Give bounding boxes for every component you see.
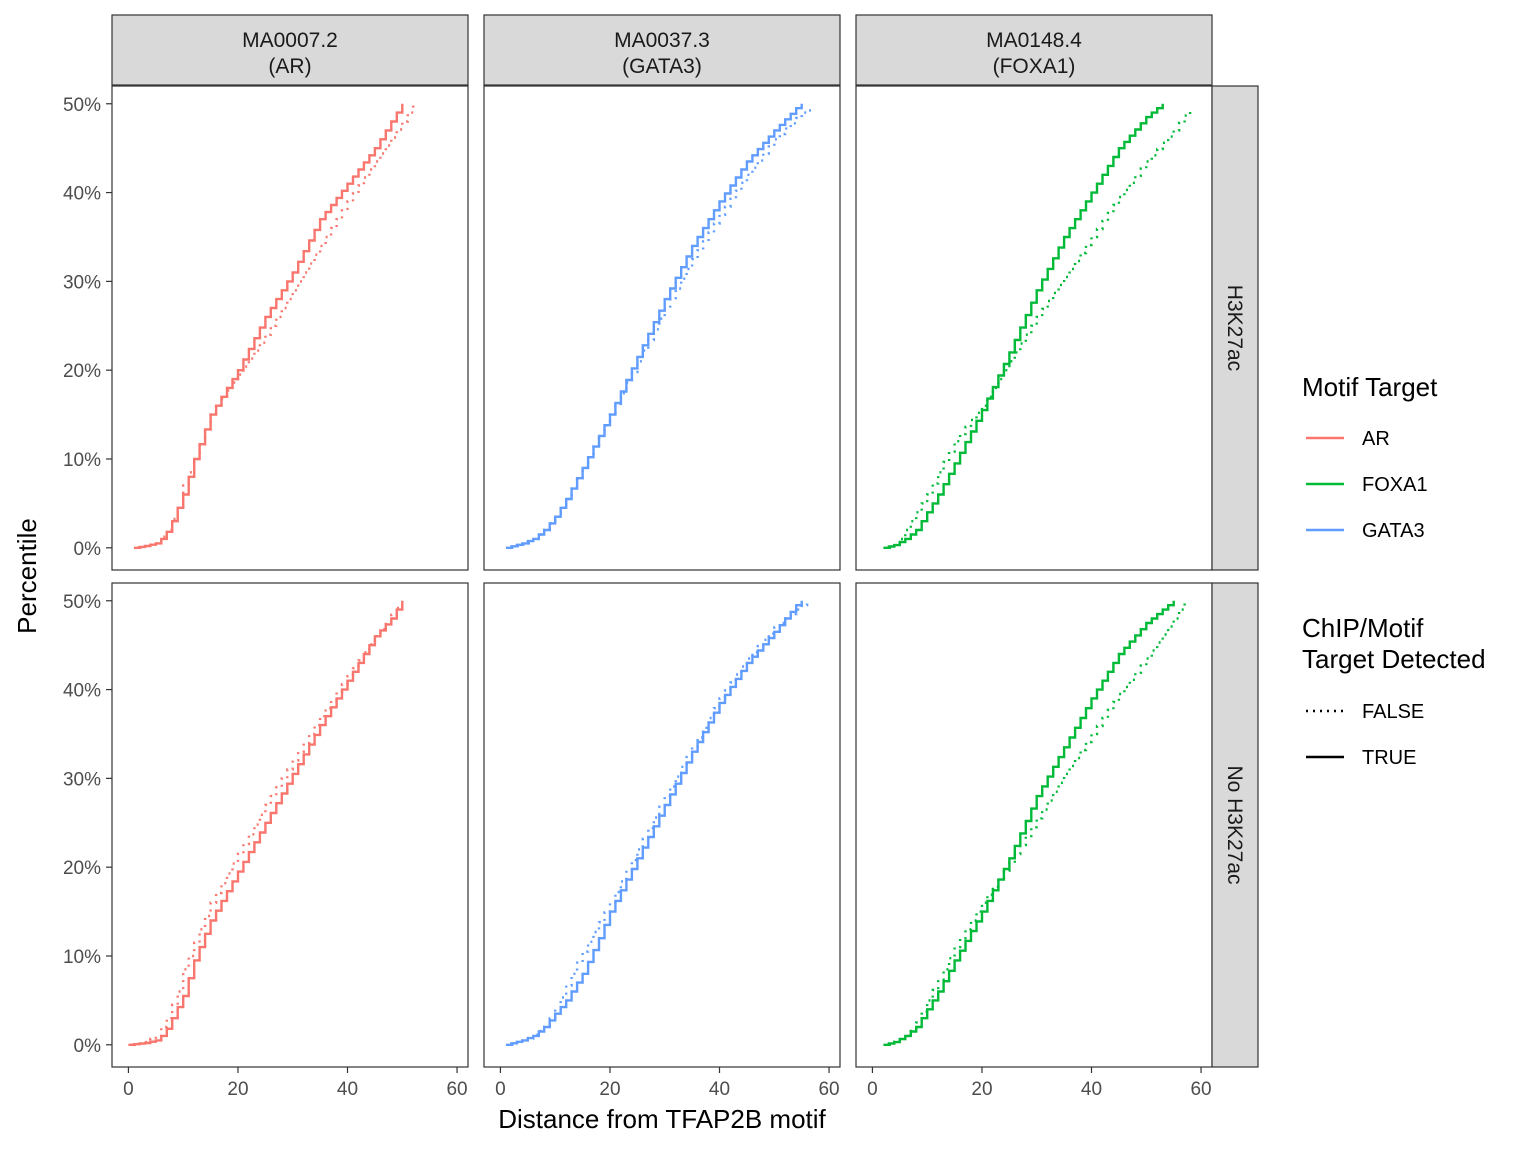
- y-tick-label: 30%: [63, 769, 101, 790]
- panel-border: [111, 85, 469, 571]
- y-tick-label: 10%: [63, 947, 101, 968]
- series-line-foxa1-detected: [883, 600, 1175, 1046]
- series-line-ar-detected: [128, 600, 404, 1046]
- panel-background: [112, 86, 468, 570]
- x-axis-title: Distance from TFAP2B motif: [498, 1104, 826, 1134]
- y-tick-label: 40%: [63, 184, 101, 205]
- y-tick-label: 0%: [74, 1036, 102, 1057]
- series-line-ar-not-detected: [139, 103, 415, 549]
- series-line-foxa1-not-detected: [888, 108, 1192, 549]
- y-tick-label: 0%: [74, 539, 102, 560]
- panel-background: [484, 86, 840, 570]
- legend-title-linetype-line2: Target Detected: [1302, 644, 1486, 674]
- x-tick-label: 40: [337, 1079, 358, 1100]
- column-strip: [111, 14, 469, 86]
- y-tick-label: 40%: [63, 681, 101, 702]
- legend-label-gata3: GATA3: [1362, 520, 1425, 542]
- panel-background: [484, 583, 840, 1067]
- panel-border: [111, 582, 469, 1068]
- legend: Motif Target AR FOXA1 GATA3 ChIP/MotifTarget…: [1302, 372, 1486, 769]
- y-tick-label: 50%: [63, 592, 101, 613]
- column-strip-sublabel: (GATA3): [622, 55, 702, 78]
- x-axis: 0 20 40 60 0 20 40 60 0 20 40 60: [123, 1067, 1212, 1100]
- legend-title-linetype-line1: ChIP/Motif: [1302, 613, 1424, 643]
- x-tick-label: 40: [709, 1079, 730, 1100]
- series-line-gata3-detected: [505, 600, 803, 1046]
- series-line-gata3-detected: [505, 103, 803, 549]
- panel-border: [483, 85, 841, 571]
- legend-label-false: FALSE: [1362, 701, 1424, 723]
- facet-strips: MA0007.2 (AR) MA0037.3 (GATA3) MA0148.4 (FOXA…: [111, 14, 1259, 1068]
- panel-background: [856, 86, 1212, 570]
- x-tick-label: 0: [495, 1079, 506, 1100]
- series-line-ar-not-detected: [133, 600, 404, 1046]
- y-axis-title: Percentile: [12, 518, 42, 634]
- y-tick-label: 50%: [63, 95, 101, 116]
- row-strip-label: No H3K27ac: [1223, 765, 1246, 884]
- series-line-ar-detected: [133, 103, 404, 549]
- y-tick-label: 20%: [63, 361, 101, 382]
- y-tick-label: 30%: [63, 272, 101, 293]
- column-strip-sublabel: (FOXA1): [993, 55, 1076, 78]
- row-strip: [1211, 582, 1259, 1068]
- x-tick-label: 60: [818, 1079, 839, 1100]
- column-strip: [855, 14, 1213, 86]
- row-strip-label: H3K27ac: [1223, 285, 1246, 371]
- panel-background: [112, 583, 468, 1067]
- column-strip-sublabel: (AR): [268, 55, 311, 78]
- panels: [111, 85, 1213, 1068]
- x-tick-label: 0: [867, 1079, 878, 1100]
- legend-title-color: Motif Target: [1302, 372, 1438, 402]
- x-tick-label: 60: [446, 1079, 467, 1100]
- legend-label-foxa1: FOXA1: [1362, 474, 1428, 496]
- row-strip: [1211, 85, 1259, 571]
- x-tick-label: 0: [123, 1079, 134, 1100]
- column-strip-label: MA0148.4: [986, 29, 1082, 52]
- x-tick-label: 40: [1081, 1079, 1102, 1100]
- x-tick-label: 20: [971, 1079, 992, 1100]
- column-strip-label: MA0037.3: [614, 29, 710, 52]
- x-tick-label: 20: [599, 1079, 620, 1100]
- series-line-foxa1-detected: [883, 103, 1164, 549]
- series-line-gata3-not-detected: [511, 108, 814, 549]
- panel-background: [856, 583, 1212, 1067]
- y-tick-label: 10%: [63, 450, 101, 471]
- series-line-gata3-not-detected: [511, 600, 809, 1046]
- panel-border: [483, 582, 841, 1068]
- legend-label-true: TRUE: [1362, 747, 1416, 769]
- column-strip: [483, 14, 841, 86]
- y-tick-label: 20%: [63, 858, 101, 879]
- x-tick-label: 60: [1190, 1079, 1211, 1100]
- x-tick-label: 20: [227, 1079, 248, 1100]
- column-strip-label: MA0007.2: [242, 29, 338, 52]
- legend-label-ar: AR: [1362, 428, 1390, 450]
- y-axis: 0% 10% 20% 30% 40% 50% 0% 10% 20% 30% 40% 50%: [63, 95, 112, 1057]
- series-lines: [128, 103, 1192, 1046]
